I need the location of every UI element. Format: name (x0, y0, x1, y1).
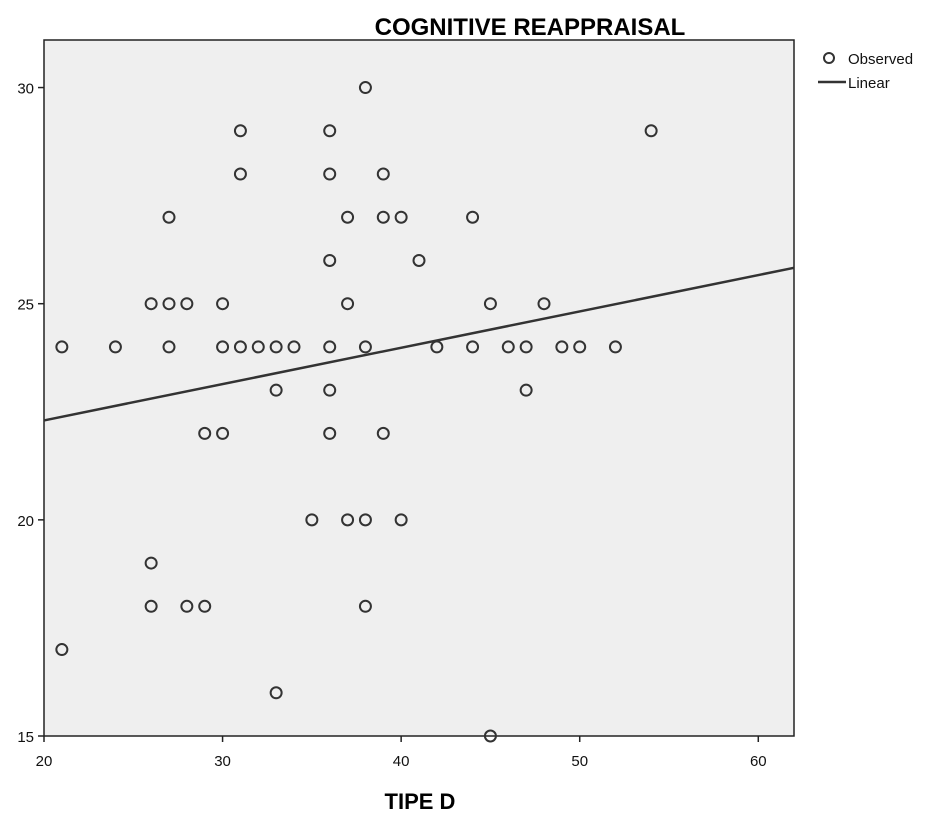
data-point (376, 167, 390, 181)
data-point (573, 340, 587, 354)
data-point (269, 686, 283, 700)
data-point (501, 340, 515, 354)
data-point (376, 426, 390, 440)
data-point (144, 556, 158, 570)
data-point (269, 340, 283, 354)
data-point (233, 124, 247, 138)
legend-linear-label: Linear (848, 75, 890, 92)
x-tick-label: 30 (214, 753, 231, 770)
y-tick-label: 25 (17, 297, 34, 314)
data-point (341, 297, 355, 311)
data-point (216, 340, 230, 354)
data-point (358, 81, 372, 95)
legend: Observed Linear (818, 51, 913, 92)
data-point (108, 340, 122, 354)
data-point (55, 340, 69, 354)
data-point (323, 340, 337, 354)
data-point (180, 599, 194, 613)
data-point (519, 340, 533, 354)
data-point (216, 297, 230, 311)
data-point (644, 124, 658, 138)
data-point (323, 167, 337, 181)
data-point (323, 426, 337, 440)
y-tick-label: 30 (17, 81, 34, 98)
data-point (430, 340, 444, 354)
x-tick-label: 60 (750, 753, 767, 770)
y-tick-label: 20 (17, 513, 34, 530)
x-tick-label: 40 (393, 753, 410, 770)
x-tick-label: 20 (36, 753, 53, 770)
data-point (251, 340, 265, 354)
data-point (162, 297, 176, 311)
data-point (323, 124, 337, 138)
data-point (269, 383, 283, 397)
data-point (394, 513, 408, 527)
data-point (180, 297, 194, 311)
data-point (323, 253, 337, 267)
data-point (287, 340, 301, 354)
legend-observed-label: Observed (848, 51, 913, 68)
data-point (198, 599, 212, 613)
data-point (555, 340, 569, 354)
data-point (394, 210, 408, 224)
chart-title: COGNITIVE REAPPRAISAL (375, 14, 686, 41)
data-point (358, 599, 372, 613)
data-point (55, 643, 69, 657)
data-point (466, 210, 480, 224)
data-point (341, 513, 355, 527)
data-point (358, 340, 372, 354)
data-point (162, 210, 176, 224)
data-points (55, 81, 658, 743)
data-point (483, 297, 497, 311)
data-point (233, 340, 247, 354)
data-point (412, 253, 426, 267)
data-point (483, 729, 497, 743)
data-point (466, 340, 480, 354)
data-point (144, 297, 158, 311)
data-point (519, 383, 533, 397)
regression-line (43, 266, 795, 422)
data-point (608, 340, 622, 354)
data-point (341, 210, 355, 224)
x-axis-label: TIPE D (385, 789, 456, 814)
regression-line-group (43, 266, 795, 422)
y-tick-label: 15 (17, 729, 34, 746)
data-point (162, 340, 176, 354)
data-point (358, 513, 372, 527)
legend-observed-marker (823, 52, 835, 64)
data-point (323, 383, 337, 397)
data-point (198, 426, 212, 440)
data-point (233, 167, 247, 181)
data-point (216, 426, 230, 440)
x-tick-label: 50 (571, 753, 588, 770)
data-point (376, 210, 390, 224)
data-point (305, 513, 319, 527)
data-point (144, 599, 158, 613)
plot-area (43, 39, 795, 737)
data-point (537, 297, 551, 311)
